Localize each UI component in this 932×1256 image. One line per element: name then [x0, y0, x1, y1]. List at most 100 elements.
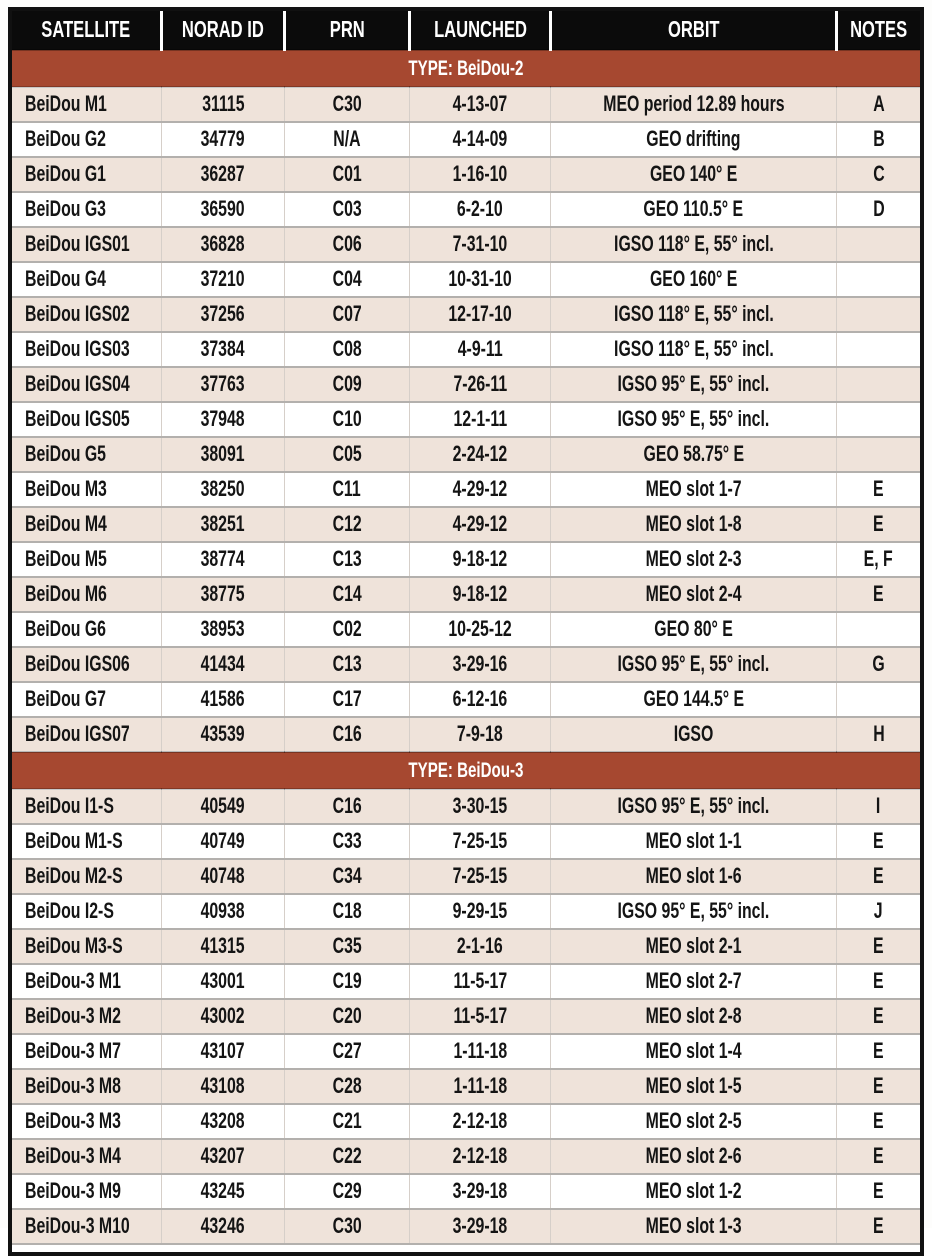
- cell-satellite: BeiDou-3 M7: [10, 1033, 163, 1069]
- cell-satellite: BeiDou G2: [10, 121, 163, 157]
- cell-orbit: GEO 140° E: [550, 156, 838, 192]
- cell-text: 1-11-18: [453, 1038, 507, 1063]
- cell-text: BeiDou G1: [25, 161, 106, 186]
- cell-satellite: BeiDou-3 M8: [10, 1068, 163, 1104]
- cell-notes: [836, 261, 922, 297]
- table-row: BeiDou M4 38251 C12 4-29-12 MEO slot 1-8 E: [10, 506, 922, 542]
- cell-satellite: BeiDou-3 M10: [10, 1208, 163, 1244]
- cell-text: 4-13-07: [452, 91, 508, 116]
- cell-launched: 3-29-16: [409, 646, 551, 682]
- cell-text: 3-29-18: [452, 1178, 508, 1203]
- cell-norad-id: 41434: [161, 646, 285, 682]
- cell-text: B: [872, 126, 885, 151]
- cell-text: BeiDou G6: [25, 616, 106, 641]
- cell-launched: 4-14-09: [409, 121, 551, 157]
- cell-notes: A: [836, 86, 922, 122]
- cell-satellite: BeiDou M3: [10, 471, 163, 507]
- cell-text: BeiDou IGS07: [25, 721, 130, 746]
- table-row: BeiDou M1-S 40749 C33 7-25-15 MEO slot 1-1 E: [10, 823, 922, 859]
- cell-norad-id: 43108: [161, 1068, 285, 1104]
- cell-text: 7-26-11: [453, 371, 507, 396]
- table-row: BeiDou I2-S 40938 C18 9-29-15 IGSO 95° E, 55…: [10, 893, 922, 929]
- cell-notes: [836, 296, 922, 332]
- cell-satellite: BeiDou M6: [10, 576, 163, 612]
- header-row: SATELLITE NORAD ID PRN LAUNCHED ORBIT NO…: [10, 9, 922, 51]
- cell-launched: 1-11-18: [409, 1068, 551, 1104]
- cell-text: BeiDou IGS06: [25, 651, 130, 676]
- cell-text: 40748: [200, 863, 245, 888]
- cell-text: 2-12-18: [452, 1108, 508, 1133]
- cell-norad-id: 40748: [161, 858, 285, 894]
- cell-orbit: GEO 144.5° E: [550, 681, 838, 717]
- cell-launched: 1-11-18: [409, 1033, 551, 1069]
- partial-clipped-cell: [10, 1243, 922, 1254]
- col-header-orbit: ORBIT: [550, 9, 839, 51]
- cell-text: 12-17-10: [448, 301, 512, 326]
- table-row: BeiDou IGS07 43539 C16 7-9-18 IGSO H: [10, 716, 922, 752]
- cell-norad-id: 40749: [161, 823, 285, 859]
- cell-text: 37256: [200, 301, 245, 326]
- cell-text: 11-5-17: [453, 1003, 507, 1028]
- cell-norad-id: 37763: [161, 366, 285, 402]
- cell-text: C28: [332, 1073, 362, 1098]
- cell-launched: 4-29-12: [409, 506, 551, 542]
- cell-satellite: BeiDou IGS06: [10, 646, 163, 682]
- col-header-satellite: SATELLITE: [10, 9, 164, 51]
- cell-norad-id: 41315: [161, 928, 285, 964]
- cell-text: C10: [332, 406, 362, 431]
- cell-text: MEO slot 2-5: [645, 1108, 742, 1133]
- cell-norad-id: 36287: [161, 156, 285, 192]
- cell-text: C20: [332, 1003, 362, 1028]
- cell-text: E: [873, 476, 884, 501]
- cell-satellite: BeiDou IGS04: [10, 366, 163, 402]
- cell-text: BeiDou-3 M8: [25, 1073, 121, 1098]
- cell-text: 12-1-11: [453, 406, 507, 431]
- cell-satellite: BeiDou IGS03: [10, 331, 163, 367]
- cell-norad-id: 31115: [161, 86, 285, 122]
- cell-launched: 12-17-10: [409, 296, 551, 332]
- table-row: BeiDou-3 M7 43107 C27 1-11-18 MEO slot 1-4 E: [10, 1033, 922, 1069]
- cell-text: GEO 110.5° E: [643, 196, 744, 221]
- cell-text: E: [873, 1108, 884, 1133]
- cell-text: BeiDou M2-S: [25, 863, 123, 888]
- cell-prn: C10: [284, 401, 411, 437]
- cell-satellite: BeiDou-3 M9: [10, 1173, 163, 1209]
- cell-orbit: GEO 58.75° E: [550, 436, 838, 472]
- cell-norad-id: 38774: [161, 541, 285, 577]
- cell-prn: C17: [284, 681, 411, 717]
- table-row: BeiDou M5 38774 C13 9-18-12 MEO slot 2-3 E, F: [10, 541, 922, 577]
- cell-text: MEO slot 1-8: [645, 511, 742, 536]
- cell-text: C29: [332, 1178, 362, 1203]
- cell-prn: C29: [284, 1173, 411, 1209]
- cell-text: C16: [332, 793, 362, 818]
- cell-satellite: BeiDou-3 M1: [10, 963, 163, 999]
- cell-text: 31115: [201, 91, 245, 116]
- col-header-norad-id: NORAD ID: [161, 9, 286, 51]
- cell-text: BeiDou M3: [25, 476, 107, 501]
- cell-launched: 4-13-07: [409, 86, 551, 122]
- cell-text: GEO drifting: [646, 126, 741, 151]
- cell-text: BeiDou IGS05: [25, 406, 130, 431]
- cell-text: MEO slot 2-7: [645, 968, 742, 993]
- cell-notes: E, F: [836, 541, 922, 577]
- cell-text: GEO 160° E: [649, 266, 738, 291]
- cell-prn: C12: [284, 506, 411, 542]
- table-row: BeiDou G2 34779 N/A 4-14-09 GEO drifting B: [10, 121, 922, 157]
- col-header-label: NOTES: [850, 16, 908, 42]
- table-row: BeiDou IGS01 36828 C06 7-31-10 IGSO 118° E, …: [10, 226, 922, 262]
- cell-prn: C05: [284, 436, 411, 472]
- cell-text: IGSO 118° E, 55° incl.: [613, 231, 774, 256]
- cell-norad-id: 43246: [161, 1208, 285, 1244]
- cell-text: BeiDou G5: [25, 441, 106, 466]
- cell-satellite: BeiDou M3-S: [10, 928, 163, 964]
- cell-prn: C28: [284, 1068, 411, 1104]
- cell-prn: C18: [284, 893, 411, 929]
- cell-text: BeiDou M6: [25, 581, 107, 606]
- cell-norad-id: 37256: [161, 296, 285, 332]
- cell-notes: E: [836, 823, 922, 859]
- cell-text: BeiDou IGS03: [25, 336, 130, 361]
- cell-text: MEO slot 1-4: [645, 1038, 742, 1063]
- cell-notes: D: [836, 191, 922, 227]
- cell-text: MEO slot 1-3: [645, 1213, 742, 1238]
- partial-clipped-row: [10, 1243, 922, 1254]
